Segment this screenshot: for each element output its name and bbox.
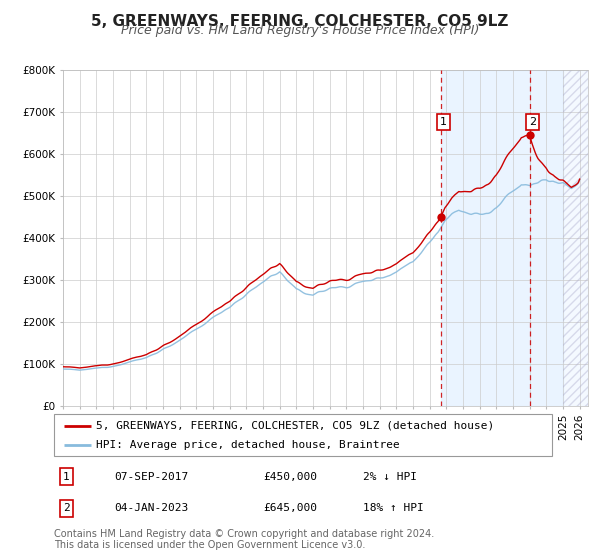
Bar — [563, 70, 588, 406]
Text: 04-JAN-2023: 04-JAN-2023 — [114, 503, 188, 514]
Text: HPI: Average price, detached house, Braintree: HPI: Average price, detached house, Brai… — [97, 440, 400, 450]
Text: 5, GREENWAYS, FEERING, COLCHESTER, CO5 9LZ (detached house): 5, GREENWAYS, FEERING, COLCHESTER, CO5 9… — [97, 421, 494, 431]
Text: Contains HM Land Registry data © Crown copyright and database right 2024.
This d: Contains HM Land Registry data © Crown c… — [54, 529, 434, 550]
Text: 2: 2 — [63, 503, 70, 514]
Text: 07-SEP-2017: 07-SEP-2017 — [114, 472, 188, 482]
Text: Price paid vs. HM Land Registry's House Price Index (HPI): Price paid vs. HM Land Registry's House … — [121, 24, 479, 37]
Text: 18% ↑ HPI: 18% ↑ HPI — [363, 503, 424, 514]
FancyBboxPatch shape — [54, 414, 552, 456]
Bar — [563, 70, 588, 406]
Text: 2% ↓ HPI: 2% ↓ HPI — [363, 472, 417, 482]
Text: 1: 1 — [440, 117, 447, 127]
Text: £450,000: £450,000 — [263, 472, 317, 482]
Text: 1: 1 — [63, 472, 70, 482]
Text: 2: 2 — [529, 117, 536, 127]
Text: £645,000: £645,000 — [263, 503, 317, 514]
Bar — [441, 70, 563, 406]
Text: 5, GREENWAYS, FEERING, COLCHESTER, CO5 9LZ: 5, GREENWAYS, FEERING, COLCHESTER, CO5 9… — [91, 14, 509, 29]
